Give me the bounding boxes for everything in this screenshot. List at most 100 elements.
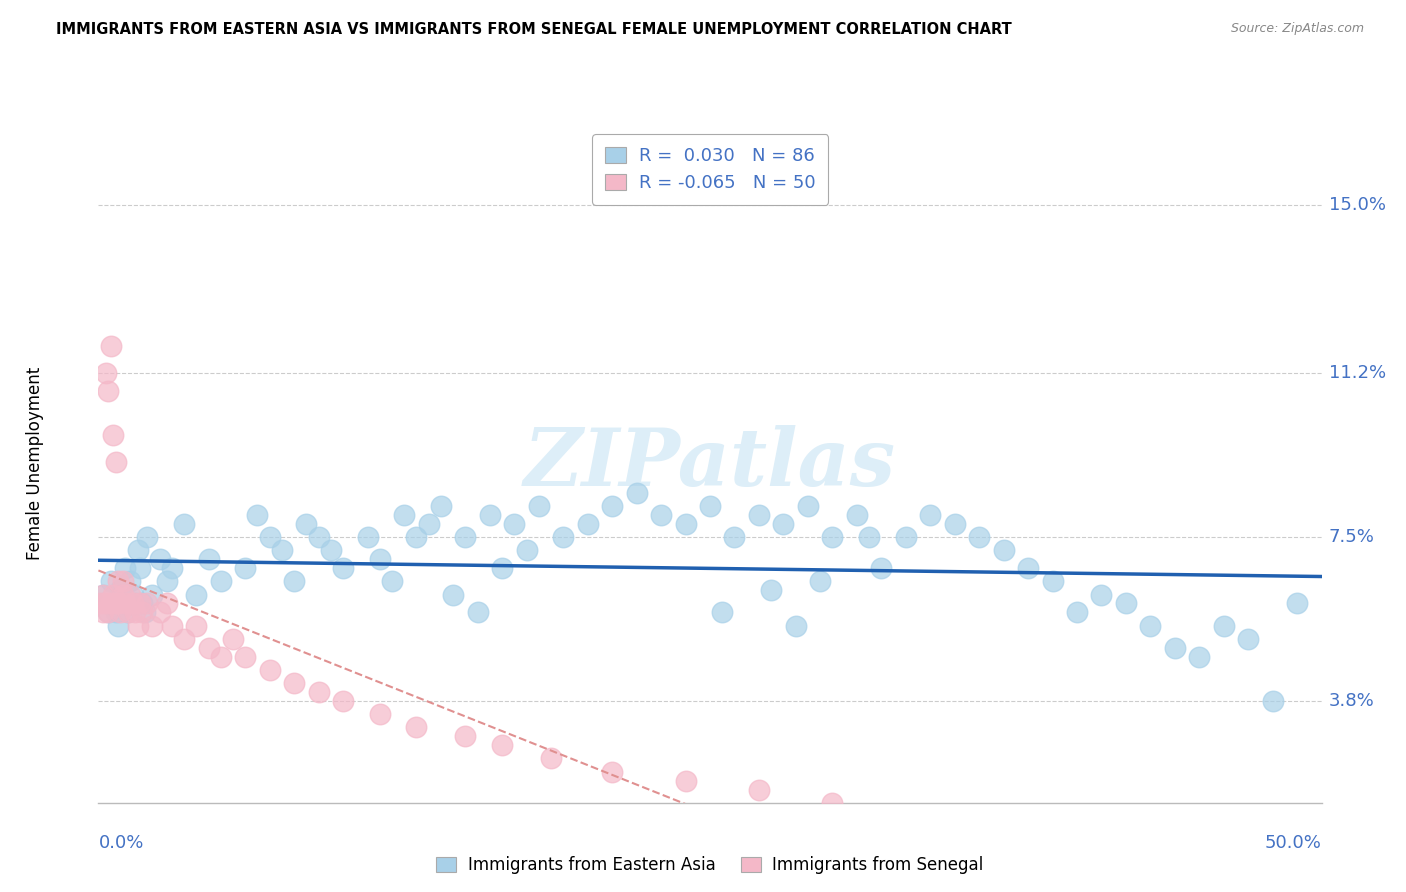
Point xyxy=(209,649,232,664)
Point xyxy=(100,574,122,589)
Point xyxy=(1066,605,1088,619)
Text: 7.5%: 7.5% xyxy=(1329,528,1375,546)
Point xyxy=(418,516,440,531)
Point xyxy=(772,516,794,531)
Point xyxy=(1139,618,1161,632)
Point xyxy=(246,508,269,522)
Point xyxy=(368,552,391,566)
Point xyxy=(104,455,127,469)
Point xyxy=(308,530,330,544)
Point xyxy=(553,530,575,544)
Point xyxy=(993,543,1015,558)
Point xyxy=(515,543,537,558)
Text: Female Unemployment: Female Unemployment xyxy=(27,368,44,560)
Point xyxy=(1090,588,1112,602)
Point xyxy=(141,618,163,632)
Point xyxy=(131,605,153,619)
Point xyxy=(173,516,195,531)
Point xyxy=(283,574,305,589)
Point xyxy=(785,618,807,632)
Point xyxy=(120,574,142,589)
Point xyxy=(821,530,844,544)
Point xyxy=(295,516,318,531)
Point xyxy=(117,605,139,619)
Point xyxy=(1237,632,1260,646)
Point xyxy=(1286,596,1309,610)
Point xyxy=(332,561,354,575)
Point xyxy=(943,516,966,531)
Point xyxy=(104,605,127,619)
Point xyxy=(270,543,294,558)
Point xyxy=(107,574,129,589)
Point xyxy=(797,499,820,513)
Text: 50.0%: 50.0% xyxy=(1265,834,1322,852)
Point xyxy=(626,485,648,500)
Point xyxy=(127,618,149,632)
Point xyxy=(131,596,153,610)
Point xyxy=(124,605,146,619)
Point xyxy=(1042,574,1064,589)
Point xyxy=(233,561,256,575)
Point xyxy=(111,574,134,589)
Point xyxy=(110,605,132,619)
Point xyxy=(1188,649,1211,664)
Point xyxy=(129,596,152,610)
Point xyxy=(127,543,149,558)
Point xyxy=(91,605,114,619)
Point xyxy=(1115,596,1137,610)
Point xyxy=(111,588,134,602)
Point xyxy=(503,516,526,531)
Text: IMMIGRANTS FROM EASTERN ASIA VS IMMIGRANTS FROM SENEGAL FEMALE UNEMPLOYMENT CORR: IMMIGRANTS FROM EASTERN ASIA VS IMMIGRAN… xyxy=(56,22,1012,37)
Point xyxy=(120,588,142,602)
Point xyxy=(600,499,623,513)
Point xyxy=(124,596,146,610)
Point xyxy=(454,530,477,544)
Point xyxy=(186,618,208,632)
Point xyxy=(430,499,453,513)
Point xyxy=(107,618,129,632)
Point xyxy=(381,574,404,589)
Point xyxy=(283,676,305,690)
Point xyxy=(761,583,783,598)
Point xyxy=(808,574,831,589)
Point xyxy=(197,640,219,655)
Point xyxy=(675,516,697,531)
Point xyxy=(209,574,232,589)
Point xyxy=(100,596,122,610)
Point xyxy=(478,508,501,522)
Point xyxy=(149,605,172,619)
Point xyxy=(748,782,770,797)
Point xyxy=(156,574,179,589)
Point xyxy=(117,605,139,619)
Point xyxy=(100,339,122,353)
Point xyxy=(101,428,124,442)
Point xyxy=(111,596,134,610)
Point xyxy=(197,552,219,566)
Point xyxy=(186,588,208,602)
Point xyxy=(356,530,378,544)
Point xyxy=(1164,640,1187,655)
Point xyxy=(723,530,745,544)
Point xyxy=(894,530,917,544)
Point xyxy=(114,561,136,575)
Point xyxy=(97,605,120,619)
Point xyxy=(821,796,844,810)
Point xyxy=(259,530,281,544)
Point xyxy=(156,596,179,610)
Text: 15.0%: 15.0% xyxy=(1329,195,1386,214)
Point xyxy=(173,632,195,646)
Point xyxy=(94,596,117,610)
Point xyxy=(97,605,120,619)
Point xyxy=(870,561,893,575)
Point xyxy=(1212,618,1234,632)
Point xyxy=(136,596,159,610)
Point xyxy=(110,583,132,598)
Point xyxy=(858,530,880,544)
Text: ZIPatlas: ZIPatlas xyxy=(524,425,896,502)
Point xyxy=(454,729,477,743)
Point xyxy=(121,588,143,602)
Point xyxy=(308,685,330,699)
Point xyxy=(129,561,152,575)
Point xyxy=(699,499,721,513)
Point xyxy=(134,605,156,619)
